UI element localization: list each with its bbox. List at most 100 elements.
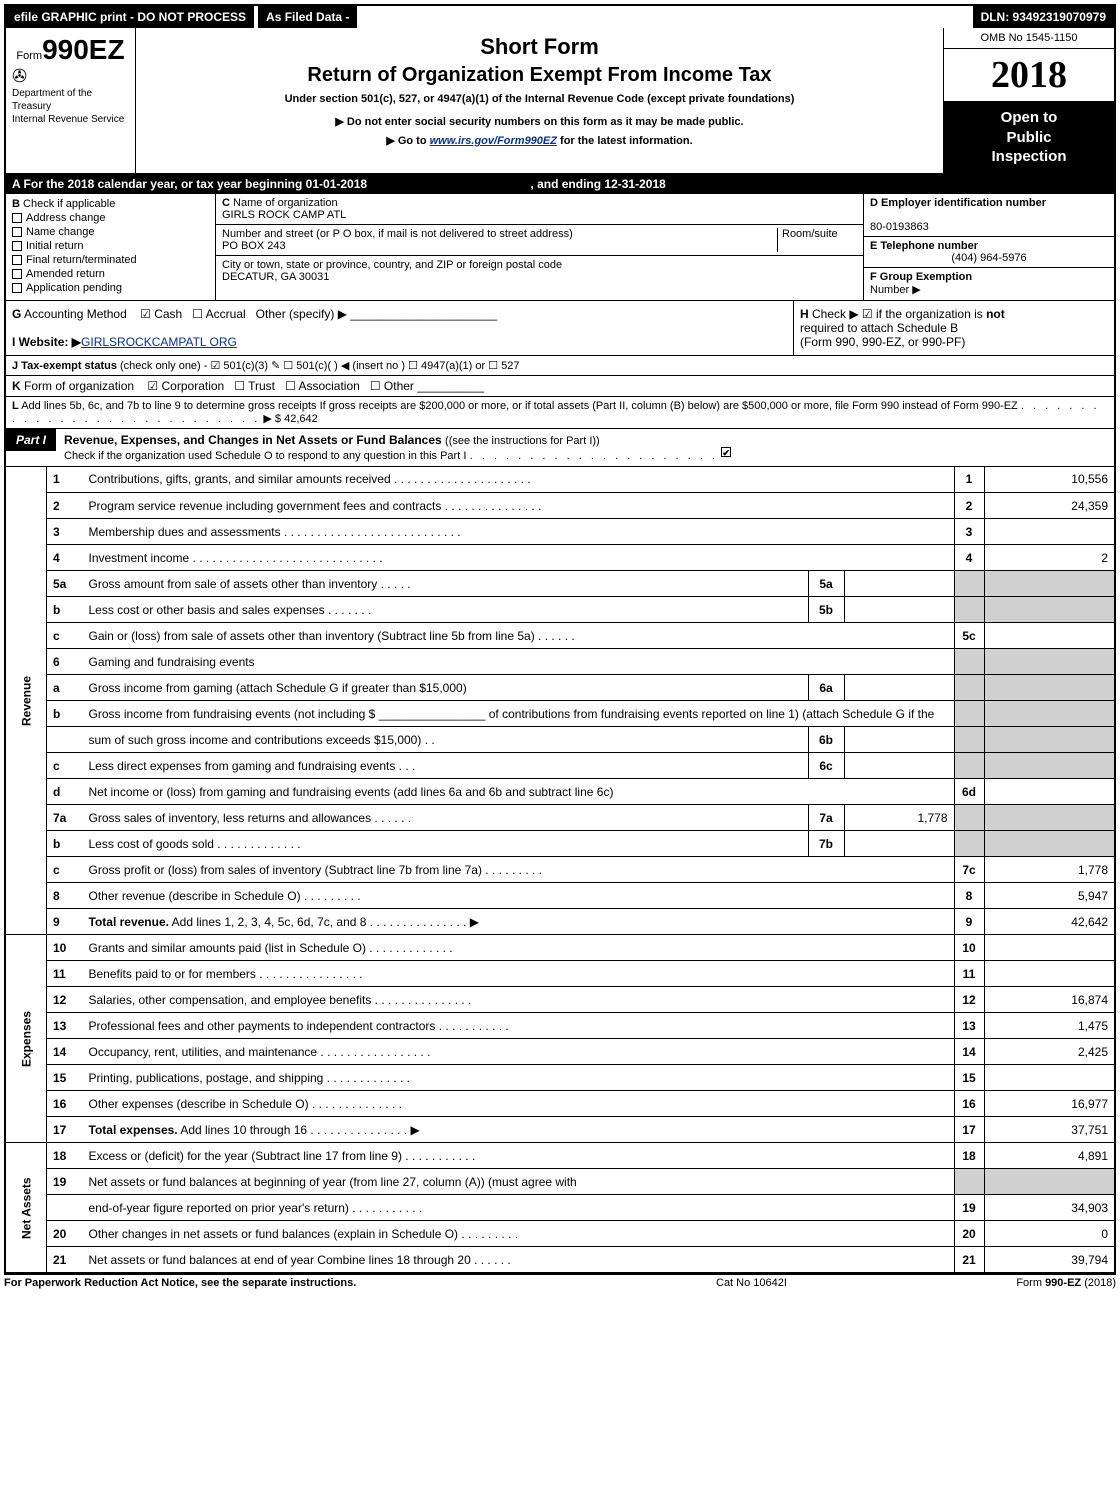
org-name: GIRLS ROCK CAMP ATL (222, 209, 346, 221)
line-ref: 3 (954, 519, 984, 545)
checkbox-option[interactable]: Amended return (12, 268, 209, 280)
line-value: 1,778 (984, 857, 1114, 883)
line-description: Benefits paid to or for members . . . . … (83, 961, 955, 987)
line-description: Grants and similar amounts paid (list in… (83, 935, 955, 961)
shaded-cell (954, 753, 984, 779)
shaded-cell (984, 831, 1114, 857)
line-number: 4 (47, 545, 83, 571)
line-row: 14Occupancy, rent, utilities, and mainte… (6, 1039, 1114, 1065)
schedule-o-checkbox[interactable] (721, 447, 731, 457)
top-bar: efile GRAPHIC print - DO NOT PROCESS As … (6, 6, 1114, 28)
section-bcd: B Check if applicable Address changeName… (6, 194, 1114, 301)
irs-link[interactable]: www.irs.gov/Form990EZ (430, 135, 557, 147)
line-row: 8Other revenue (describe in Schedule O) … (6, 883, 1114, 909)
line-row: 20Other changes in net assets or fund ba… (6, 1221, 1114, 1247)
line-number (47, 727, 83, 753)
row-l-gross-receipts: L Add lines 5b, 6c, and 7b to line 9 to … (6, 397, 1114, 429)
line-row: Revenue1Contributions, gifts, grants, an… (6, 467, 1114, 493)
line-description: end-of-year figure reported on prior yea… (83, 1195, 955, 1221)
line-number: 18 (47, 1143, 83, 1169)
header-left: Form990EZ ✇ Department of the Treasury I… (6, 28, 136, 173)
line-row: 6Gaming and fundraising events (6, 649, 1114, 675)
subline-ref: 6a (808, 675, 844, 701)
subline-ref: 7a (808, 805, 844, 831)
line-row: cGain or (loss) from sale of assets othe… (6, 623, 1114, 649)
line-ref: 10 (954, 935, 984, 961)
line-description: Gross sales of inventory, less returns a… (83, 805, 809, 831)
website-link[interactable]: GIRLSROCKCAMPATL ORG (81, 335, 237, 349)
line-ref: 8 (954, 883, 984, 909)
subline-ref: 7b (808, 831, 844, 857)
line-number: 3 (47, 519, 83, 545)
paperwork-notice: For Paperwork Reduction Act Notice, see … (4, 1277, 716, 1289)
line-description: Other changes in net assets or fund bala… (83, 1221, 955, 1247)
shaded-cell (954, 571, 984, 597)
shaded-cell (954, 805, 984, 831)
tax-year: 2018 (944, 49, 1114, 102)
form-subtitle: Under section 501(c), 527, or 4947(a)(1)… (146, 93, 933, 105)
line-number: d (47, 779, 83, 805)
shaded-cell (984, 727, 1114, 753)
line-row: 11Benefits paid to or for members . . . … (6, 961, 1114, 987)
checkbox-option[interactable]: Initial return (12, 240, 209, 252)
gross-receipts-amount: $ 42,642 (275, 413, 318, 425)
line-row: 19Net assets or fund balances at beginni… (6, 1169, 1114, 1195)
line-ref: 11 (954, 961, 984, 987)
line-value: 1,475 (984, 1013, 1114, 1039)
line-description: Gross profit or (loss) from sales of inv… (83, 857, 955, 883)
line-value (984, 935, 1114, 961)
line-row: bLess cost or other basis and sales expe… (6, 597, 1114, 623)
form-container: efile GRAPHIC print - DO NOT PROCESS As … (4, 4, 1116, 1275)
line-number: 14 (47, 1039, 83, 1065)
line-description: Less direct expenses from gaming and fun… (83, 753, 809, 779)
line-ref: 19 (954, 1195, 984, 1221)
line-value: 0 (984, 1221, 1114, 1247)
line-value: 24,359 (984, 493, 1114, 519)
line-value (984, 961, 1114, 987)
line-number: 7a (47, 805, 83, 831)
line-number: 8 (47, 883, 83, 909)
col-d-ids: D Employer identification number 80-0193… (864, 194, 1114, 300)
line-description: Gross income from gaming (attach Schedul… (83, 675, 809, 701)
line-number: 15 (47, 1065, 83, 1091)
irs-seal-icon: ✇ (12, 66, 129, 87)
org-city: DECATUR, GA 30031 (222, 271, 329, 283)
line-value: 34,903 (984, 1195, 1114, 1221)
line-description: Program service revenue including govern… (83, 493, 955, 519)
line-value: 10,556 (984, 467, 1114, 493)
line-value (984, 779, 1114, 805)
subline-value (844, 597, 954, 623)
line-description: Printing, publications, postage, and shi… (83, 1065, 955, 1091)
line-number: 16 (47, 1091, 83, 1117)
form-number: 990EZ (42, 34, 125, 65)
subline-value (844, 727, 954, 753)
shaded-cell (954, 649, 984, 675)
line-ref: 12 (954, 987, 984, 1013)
form-prefix: Form (16, 50, 42, 62)
line-row: 17Total expenses. Add lines 10 through 1… (6, 1117, 1114, 1143)
line-value: 2 (984, 545, 1114, 571)
line-row: 4Investment income . . . . . . . . . . .… (6, 545, 1114, 571)
checkbox-option[interactable]: Name change (12, 226, 209, 238)
line-description: Total revenue. Add lines 1, 2, 3, 4, 5c,… (83, 909, 955, 935)
checkbox-option[interactable]: Application pending (12, 282, 209, 294)
line-ref: 9 (954, 909, 984, 935)
line-ref: 14 (954, 1039, 984, 1065)
line-row: 7aGross sales of inventory, less returns… (6, 805, 1114, 831)
row-k-org-form: K Form of organization ☑ Corporation ☐ T… (6, 376, 1114, 397)
dln-label: DLN: 93492319070979 (973, 6, 1114, 28)
line-description: Other revenue (describe in Schedule O) .… (83, 883, 955, 909)
line-description: Net assets or fund balances at end of ye… (83, 1247, 955, 1273)
line-row: dNet income or (loss) from gaming and fu… (6, 779, 1114, 805)
line-row: 5aGross amount from sale of assets other… (6, 571, 1114, 597)
line-description: Professional fees and other payments to … (83, 1013, 955, 1039)
checkbox-option[interactable]: Final return/terminated (12, 254, 209, 266)
line-number: 20 (47, 1221, 83, 1247)
line-ref: 18 (954, 1143, 984, 1169)
line-row: 15Printing, publications, postage, and s… (6, 1065, 1114, 1091)
checkbox-option[interactable]: Address change (12, 212, 209, 224)
shaded-cell (984, 675, 1114, 701)
line-row: 21Net assets or fund balances at end of … (6, 1247, 1114, 1273)
shaded-cell (984, 597, 1114, 623)
line-value: 39,794 (984, 1247, 1114, 1273)
